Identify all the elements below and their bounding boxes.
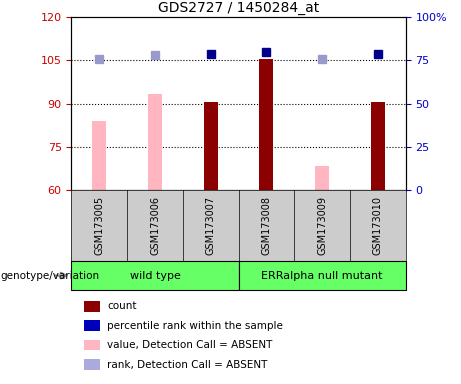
- Text: count: count: [107, 301, 137, 311]
- Bar: [84, 320, 100, 331]
- Bar: [148, 94, 162, 190]
- Text: GSM173010: GSM173010: [373, 196, 383, 255]
- Bar: [71, 261, 239, 290]
- Text: GSM173009: GSM173009: [317, 196, 327, 255]
- Text: GSM173008: GSM173008: [261, 196, 272, 255]
- Text: GSM173007: GSM173007: [206, 196, 216, 255]
- Bar: [260, 59, 273, 190]
- Text: GSM173006: GSM173006: [150, 196, 160, 255]
- Bar: [371, 102, 385, 190]
- Bar: [92, 121, 106, 190]
- Text: value, Detection Call = ABSENT: value, Detection Call = ABSENT: [107, 340, 272, 350]
- Text: rank, Detection Call = ABSENT: rank, Detection Call = ABSENT: [107, 359, 268, 369]
- Bar: [315, 166, 329, 190]
- Text: percentile rank within the sample: percentile rank within the sample: [107, 321, 283, 331]
- Bar: [84, 301, 100, 311]
- Bar: [84, 340, 100, 351]
- Text: GSM173005: GSM173005: [95, 196, 104, 255]
- Text: ERRalpha null mutant: ERRalpha null mutant: [261, 270, 383, 281]
- Title: GDS2727 / 1450284_at: GDS2727 / 1450284_at: [158, 1, 319, 15]
- Bar: [239, 261, 406, 290]
- Text: wild type: wild type: [130, 270, 180, 281]
- Text: genotype/variation: genotype/variation: [0, 270, 99, 281]
- Bar: [84, 359, 100, 370]
- Bar: [204, 102, 218, 190]
